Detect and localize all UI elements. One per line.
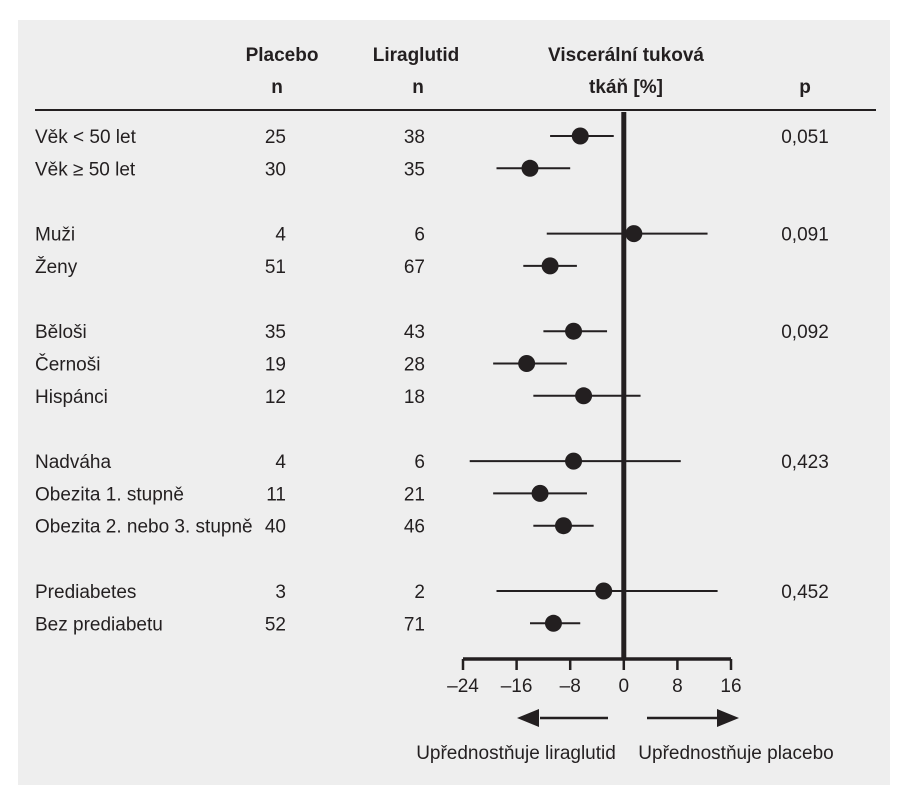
x-tick-label: 16 xyxy=(720,676,741,697)
p-value: 0,423 xyxy=(781,452,829,473)
placebo-n-value: 11 xyxy=(266,484,286,505)
placebo-n-value: 3 xyxy=(275,582,286,603)
forest-plot: Placebo n Liraglutid n Viscerální tuková… xyxy=(35,45,876,764)
row-label: Ženy xyxy=(35,256,78,278)
point-estimate xyxy=(625,225,643,243)
placebo-n-value: 4 xyxy=(275,225,286,246)
placebo-n-value: 40 xyxy=(265,517,286,538)
favors-placebo-label: Upřednostňuje placebo xyxy=(638,743,833,764)
row-label: Obezita 1. stupně xyxy=(35,484,184,505)
x-tick-label: 8 xyxy=(672,676,683,697)
favors-liraglutide-arrowhead xyxy=(517,709,539,727)
favors-placebo-arrowhead xyxy=(717,709,739,727)
x-tick-label: –16 xyxy=(501,676,533,697)
p-value: 0,091 xyxy=(781,225,829,246)
liraglutide-n-value: 18 xyxy=(404,387,425,408)
x-tick-label: –24 xyxy=(447,676,479,697)
point-estimate xyxy=(521,159,539,177)
row-label: Bez prediabetu xyxy=(35,614,163,635)
point-estimate xyxy=(544,614,562,632)
liraglutide-n-value: 67 xyxy=(404,257,425,278)
liraglutide-n-value: 6 xyxy=(414,452,425,473)
placebo-n-value: 19 xyxy=(265,355,286,376)
point-estimate xyxy=(518,355,536,372)
placebo-header: Placebo xyxy=(246,45,319,66)
point-estimate xyxy=(555,517,572,535)
point-estimate xyxy=(565,322,583,340)
p-value: 0,452 xyxy=(781,582,829,603)
favors-annotations: Upřednostňuje liraglutid Upřednostňuje p… xyxy=(416,709,834,764)
placebo-n-value: 25 xyxy=(265,127,286,148)
point-estimate xyxy=(575,387,593,405)
row-label: Nadváha xyxy=(35,452,111,473)
row-label: Věk < 50 let xyxy=(35,127,137,148)
p-value: 0,051 xyxy=(781,127,829,148)
liraglutide-n-value: 38 xyxy=(404,127,425,148)
effect-header-line1: Viscerální tuková xyxy=(548,45,704,66)
row-label: Prediabetes xyxy=(35,582,136,603)
point-estimate xyxy=(531,484,549,502)
point-estimate xyxy=(571,127,589,145)
x-tick-label: –8 xyxy=(560,676,581,697)
x-axis: –24 –16 –8 0 8 16 xyxy=(447,657,742,697)
liraglutide-n-value: 6 xyxy=(414,225,425,246)
row-label: Hispánci xyxy=(35,387,108,408)
p-value: 0,092 xyxy=(781,322,829,343)
point-estimate xyxy=(541,257,559,275)
row-label: Věk ≥ 50 let xyxy=(35,159,136,180)
liraglutide-n-value: 71 xyxy=(404,614,425,635)
liraglutide-n-value: 35 xyxy=(404,159,425,180)
liraglutide-n-value: 2 xyxy=(414,582,425,603)
liraglutide-n-value: 46 xyxy=(404,517,425,538)
p-header: p xyxy=(799,77,811,98)
liraglutide-n-value: 21 xyxy=(404,484,425,505)
liraglutide-n-value: 28 xyxy=(404,355,425,376)
liraglutide-n-value: 43 xyxy=(404,322,425,343)
placebo-n-value: 51 xyxy=(265,257,286,278)
x-tick-label: 0 xyxy=(619,676,630,697)
point-estimate xyxy=(565,452,583,470)
placebo-n-value: 4 xyxy=(275,452,286,473)
effect-header-line2: tkáň [%] xyxy=(589,77,663,98)
placebo-n-value: 12 xyxy=(265,387,286,408)
placebo-n-value: 52 xyxy=(265,614,286,635)
row-label: Černoši xyxy=(35,354,100,376)
row-label: Běloši xyxy=(35,322,87,343)
rows-group: Věk < 50 let 25 38 0,051 Věk ≥ 50 let 30 35 Muž… xyxy=(35,127,829,635)
liraglutide-n-header: n xyxy=(412,77,424,98)
row-label: Muži xyxy=(35,225,75,246)
placebo-n-value: 35 xyxy=(265,322,286,343)
point-estimate xyxy=(595,582,613,600)
liraglutide-header: Liraglutid xyxy=(373,45,460,66)
chart-panel: Placebo n Liraglutid n Viscerální tuková… xyxy=(18,20,890,785)
placebo-n-value: 30 xyxy=(265,159,286,180)
favors-liraglutide-label: Upřednostňuje liraglutid xyxy=(416,743,616,764)
row-label: Obezita 2. nebo 3. stupně xyxy=(35,517,253,538)
placebo-n-header: n xyxy=(271,77,283,98)
